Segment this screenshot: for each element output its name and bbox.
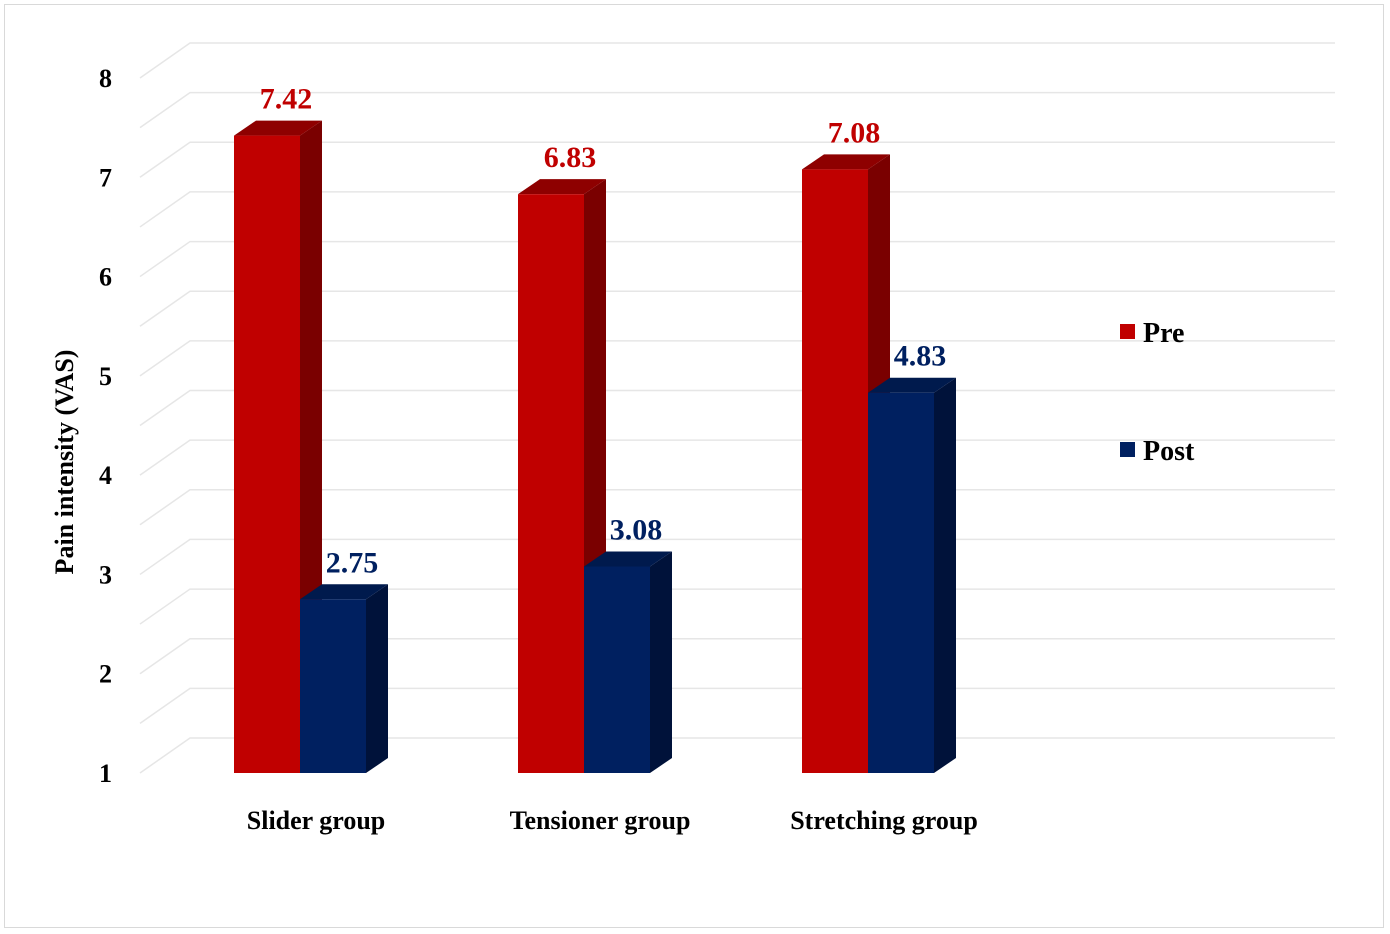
legend-swatch-pre [1120,324,1135,339]
legend-item-pre: Pre [1120,318,1184,349]
gridline [139,240,1335,278]
legend: Pre Post [1120,318,1195,467]
x-category-label: Slider group [247,806,385,835]
legend-swatch-post [1120,442,1135,457]
data-label: 7.08 [828,116,881,149]
data-label: 3.08 [610,513,663,546]
bar-top [868,377,956,393]
bar-side [366,584,388,773]
data-label: 6.83 [544,141,597,174]
y-tick-label: 1 [99,759,112,788]
y-tick-label: 5 [99,362,112,391]
bar-top [584,551,672,567]
bar-front [802,169,868,774]
bar-post-2 [584,551,672,773]
data-labels: 7.42 2.75 6.83 3.08 7.08 4.83 [260,83,947,580]
y-axis-label: Pain intensity (VAS) [50,350,79,575]
bar-front [584,566,650,773]
y-tick-label: 6 [99,263,112,292]
bar-front [300,599,366,773]
bar-front [518,194,584,773]
gridline [139,141,1335,178]
y-tick-label: 2 [99,660,112,689]
legend-label-pre: Pre [1143,318,1184,349]
y-tick-label: 3 [99,560,112,589]
bar-top [802,154,890,170]
bar-side [650,551,672,773]
bar-top [300,584,388,600]
data-label: 4.83 [894,340,947,373]
bar-top [234,120,322,136]
x-category-label: Tensioner group [510,806,691,835]
gridline [139,290,1335,327]
bar-post-3 [868,377,956,773]
gridline [139,191,1335,228]
bar-front [234,135,300,774]
bar-top [518,179,606,195]
legend-item-post: Post [1120,436,1195,467]
y-tick-label: 7 [99,163,112,192]
bar-post-1 [300,584,388,773]
gridline [139,42,1335,79]
y-tick-label: 8 [99,64,112,93]
y-axis-ticks: 1 2 3 4 5 6 7 8 [99,64,112,788]
bar-side [934,377,956,773]
data-label: 7.42 [260,83,313,116]
gridline [139,340,1335,377]
data-label: 2.75 [326,546,379,579]
gridline [139,91,1335,129]
bar-front [868,392,934,773]
x-category-label: Stretching group [790,806,978,835]
x-axis-categories: Slider group Tensioner group Stretching gr… [247,806,978,835]
bars [234,120,956,774]
bar-pre-1 [234,120,322,774]
legend-label-post: Post [1143,436,1195,467]
y-tick-label: 4 [99,461,112,490]
